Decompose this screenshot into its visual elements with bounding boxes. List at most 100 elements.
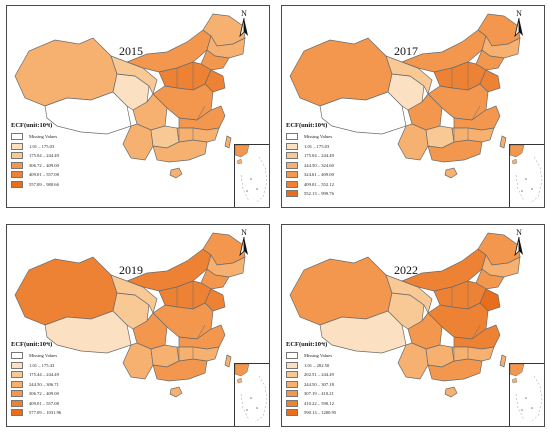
north-label: N — [241, 9, 247, 18]
legend-item: 175.04 – 244.49 — [11, 151, 121, 160]
year-label: 2017 — [394, 44, 418, 58]
province-boundary — [421, 93, 429, 103]
legend-swatch — [286, 409, 298, 416]
legend-label: Missing Values — [29, 353, 58, 358]
province-boundary — [471, 105, 481, 121]
legend-swatch — [286, 380, 298, 388]
legend-swatch — [286, 399, 298, 407]
legend-swatch — [286, 361, 298, 369]
north-arrow-icon: N — [237, 9, 251, 38]
legend-item: 202.51 – 244.49 — [286, 370, 396, 379]
year-label: 2022 — [394, 263, 418, 277]
legend-item-missing: Missing Values — [286, 132, 396, 141]
legend-swatch — [11, 409, 23, 416]
legend-title: ECF(unit:10⁴t) — [286, 341, 328, 348]
province-boundary — [146, 312, 154, 322]
province-boundary — [164, 85, 178, 89]
legend-item-missing: Missing Values — [286, 351, 396, 360]
region-hainan — [444, 167, 458, 179]
map-panel-2015: 2015 N ECF(unit:10⁴t) Missing Values 1.01 – … — [6, 5, 270, 208]
province-boundary — [467, 302, 481, 310]
china-map — [14, 232, 246, 398]
year-label: 2015 — [119, 44, 143, 58]
province-boundary — [439, 304, 453, 308]
province-boundary — [471, 324, 481, 340]
legend-swatch — [11, 161, 23, 169]
province-boundary — [439, 85, 453, 89]
legend-item: 244.50 – 307.18 — [286, 380, 396, 389]
legend-label: 409.01 – 552.12 — [304, 181, 334, 187]
province-boundary — [421, 312, 429, 322]
legend-item: 307.19 – 410.21 — [286, 389, 396, 398]
province-boundary — [453, 336, 473, 340]
north-label: N — [516, 9, 522, 18]
legend-label: 409.01 – 557.08 — [29, 400, 59, 406]
legend-swatch — [286, 180, 298, 188]
province-boundary — [391, 73, 411, 77]
province-boundary — [391, 292, 411, 296]
province-boundary — [196, 105, 206, 121]
china-map — [14, 13, 246, 179]
legend-label: Missing Values — [304, 134, 333, 139]
south-china-sea-inset — [234, 144, 269, 207]
map-panel-2022: 2022 N ECF(unit:10⁴t) Missing Values 1.01 – … — [281, 224, 545, 427]
province-boundary — [116, 292, 136, 296]
legend-label: Missing Values — [29, 134, 58, 139]
province-boundary — [164, 304, 178, 308]
region-hainan — [169, 386, 183, 398]
legend-item: 557.09 – 980.66 — [11, 180, 121, 189]
legend-swatch — [286, 142, 298, 150]
legend-swatch — [286, 152, 298, 159]
region-south — [427, 139, 483, 163]
legend-item: 244.50 – 324.60 — [286, 161, 396, 170]
province-boundary — [401, 280, 419, 288]
legend-label: 175.04 – 244.49 — [304, 153, 334, 158]
legend-swatch — [286, 161, 298, 169]
legend: ECF(unit:10⁴t) Missing Values 1.01 – 175.0… — [286, 122, 396, 199]
legend-item: 590.13 – 1200.95 — [286, 408, 396, 417]
province-boundary — [166, 326, 180, 338]
region-yunnan — [122, 342, 154, 380]
legend-label: 307.19 – 410.21 — [304, 391, 334, 396]
north-label: N — [241, 228, 247, 237]
north-arrow-icon: N — [512, 9, 526, 38]
map-panel-2019: 2019 N ECF(unit:10⁴t) Missing Values 1.01 – … — [6, 224, 270, 427]
region-yunnan — [397, 342, 429, 380]
legend-swatch — [286, 133, 298, 140]
legend-label: 175.44 – 244.49 — [29, 372, 59, 377]
legend-swatch — [11, 371, 23, 378]
legend-swatch — [286, 171, 298, 178]
region-taiwan — [499, 354, 507, 368]
north-arrow-icon: N — [512, 228, 526, 257]
province-boundary — [196, 324, 206, 340]
legend-title: ECF(unit:10⁴t) — [11, 341, 53, 348]
province-boundary — [116, 73, 136, 77]
province-boundary — [401, 61, 419, 69]
region-fujian — [451, 346, 495, 362]
province-boundary — [146, 93, 154, 103]
china-map — [289, 13, 521, 179]
map-panel-2017: 2017 N ECF(unit:10⁴t) Missing Values 1.01 – … — [281, 5, 545, 208]
legend-item: 410.22 – 590.12 — [286, 399, 396, 408]
legend-label: 244.50 – 324.60 — [304, 162, 334, 168]
legend-swatch — [286, 190, 298, 197]
legend-swatch — [11, 361, 23, 369]
legend-label: 1.01 – 175.03 — [29, 143, 55, 149]
region-fujian — [176, 127, 220, 143]
province-boundary — [126, 280, 144, 288]
legend-swatch — [286, 352, 298, 359]
south-china-sea-inset — [509, 144, 544, 207]
legend-item-missing: Missing Values — [11, 351, 121, 360]
legend-swatch — [11, 399, 23, 407]
legend: ECF(unit:10⁴t) Missing Values 1.01 – 202.5… — [286, 341, 396, 418]
province-boundary — [441, 326, 455, 338]
legend-swatch — [286, 390, 298, 397]
legend-swatch — [11, 142, 23, 150]
legend-item: 409.01 – 552.12 — [286, 180, 396, 189]
legend-swatch — [11, 180, 23, 188]
legend-label: 244.50 – 306.71 — [29, 381, 59, 387]
south-china-sea-inset — [509, 363, 544, 426]
legend-item: 324.61 – 409.00 — [286, 170, 396, 179]
legend-label: 306.72 – 409.00 — [29, 391, 59, 396]
region-taiwan — [224, 135, 232, 149]
